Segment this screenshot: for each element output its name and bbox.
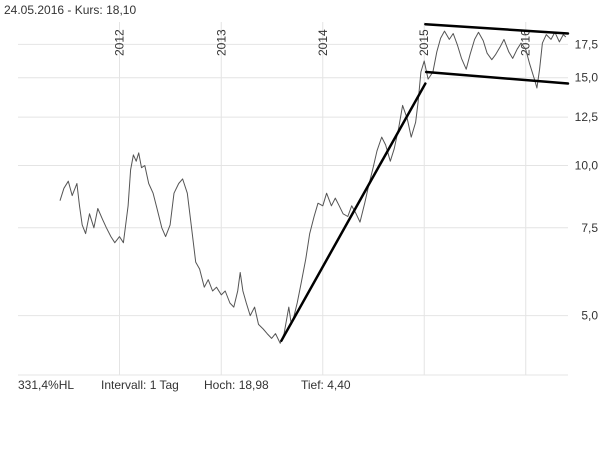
y-tick-label: 5,0 bbox=[581, 309, 598, 323]
x-tick-label: 2014 bbox=[316, 29, 330, 56]
x-tick-label: 2015 bbox=[417, 29, 431, 56]
header-price-label: Kurs: bbox=[74, 3, 103, 17]
trend-line bbox=[424, 70, 570, 85]
footer-interval: Intervall: 1 Tag bbox=[101, 378, 179, 392]
y-tick-label: 15,0 bbox=[575, 71, 599, 85]
footer-high: Hoch: 18,98 bbox=[204, 378, 269, 392]
y-tick-label: 12,5 bbox=[575, 110, 599, 124]
stock-chart: 5,0 7,5 10,0 12,5 15,0 17,5 2012 2013 2014 2015 20… bbox=[4, 3, 599, 392]
chart-footer: 331,4%HL Intervall: 1 Tag Hoch: 18,98 Ti… bbox=[18, 378, 351, 462]
x-tick-label: 2013 bbox=[214, 29, 228, 56]
trend-line bbox=[424, 22, 570, 35]
chart-canvas: 5,0 7,5 10,0 12,5 15,0 17,5 2012 2013 2014 2015 20… bbox=[18, 22, 599, 376]
y-tick-label: 17,5 bbox=[575, 37, 599, 51]
y-tick-label: 7,5 bbox=[581, 221, 598, 235]
trend-line bbox=[280, 82, 427, 343]
y-tick-label: 10,0 bbox=[575, 158, 599, 172]
footer-interval-label: Intervall: bbox=[101, 378, 147, 392]
footer-interval-value: 1 Tag bbox=[149, 378, 179, 392]
header-price: 18,10 bbox=[106, 3, 137, 17]
footer-range-pct: 331,4%HL bbox=[18, 378, 75, 392]
header-separator: - bbox=[64, 3, 75, 17]
footer-low-value: 4,40 bbox=[327, 378, 351, 392]
chart-header: 24.05.2016 - Kurs: 18,10 bbox=[4, 3, 136, 17]
footer-low: Tief: 4,40 bbox=[301, 378, 351, 392]
footer-high-value: 18,98 bbox=[238, 378, 269, 392]
price-line bbox=[59, 30, 567, 344]
footer-high-label: Hoch: bbox=[204, 378, 236, 392]
x-tick-label: 2012 bbox=[112, 29, 126, 56]
x-tick-label: 2016 bbox=[519, 29, 533, 56]
footer-low-label: Tief: bbox=[301, 378, 324, 392]
header-date: 24.05.2016 bbox=[4, 3, 65, 17]
